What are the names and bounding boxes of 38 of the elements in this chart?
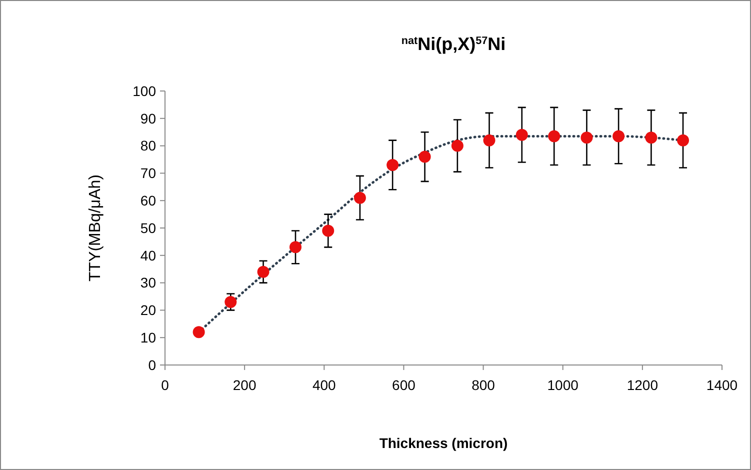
point — [224, 296, 237, 308]
point — [192, 326, 205, 338]
x-tick-label: 1000 — [547, 377, 579, 393]
y-tick-label: 50 — [140, 220, 156, 236]
x-tick-label: 1200 — [626, 377, 658, 393]
point — [289, 241, 302, 254]
point — [548, 130, 560, 142]
x-tick-label: 200 — [232, 377, 256, 393]
y-tick-label: 10 — [140, 330, 156, 346]
y-tick-label: 90 — [140, 110, 156, 126]
x-tick-label: 1400 — [706, 377, 738, 393]
y-tick-label: 0 — [148, 356, 156, 373]
y-tick-label: 30 — [140, 274, 156, 291]
point — [483, 134, 496, 146]
y-tick-label: 20 — [140, 302, 156, 318]
point — [645, 132, 658, 144]
chart-title: $^{nat}$Ni(p,X)$^{57}$Ni — [401, 34, 506, 54]
point — [580, 132, 593, 144]
x-tick-label: 600 — [392, 377, 416, 393]
x-tick-label: 800 — [472, 377, 496, 393]
y-tick-label: 70 — [140, 165, 156, 182]
point — [322, 224, 334, 237]
y-tick-label: 80 — [140, 138, 156, 154]
y-axis-title: TTY(MBq/μAh) — [87, 174, 104, 282]
point — [418, 150, 431, 163]
point — [516, 128, 528, 141]
point — [386, 158, 399, 171]
point — [612, 130, 625, 142]
point — [354, 192, 366, 204]
y-tick-label: 40 — [140, 247, 156, 264]
point — [451, 140, 464, 152]
y-tick-label: 100 — [132, 82, 156, 99]
x-axis-title: Thickness (micron) — [379, 435, 508, 451]
point — [257, 266, 270, 278]
x-tick-label: 400 — [312, 377, 336, 393]
x-tick-label: 0 — [161, 377, 170, 393]
y-tick-label: 60 — [140, 192, 156, 208]
point — [677, 134, 690, 146]
